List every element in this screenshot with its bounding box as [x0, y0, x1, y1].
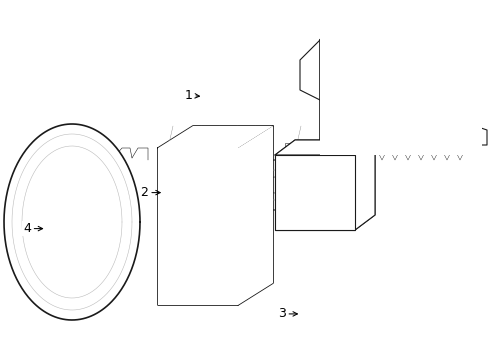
- Text: 2: 2: [141, 186, 160, 199]
- Polygon shape: [320, 10, 482, 155]
- Polygon shape: [158, 126, 273, 148]
- Polygon shape: [355, 140, 375, 230]
- Polygon shape: [158, 148, 238, 305]
- Polygon shape: [275, 140, 375, 155]
- Text: 3: 3: [278, 307, 297, 320]
- Text: 4: 4: [23, 222, 43, 235]
- Polygon shape: [4, 124, 140, 320]
- Polygon shape: [238, 126, 273, 305]
- Polygon shape: [275, 155, 355, 230]
- Text: 1: 1: [185, 89, 199, 102]
